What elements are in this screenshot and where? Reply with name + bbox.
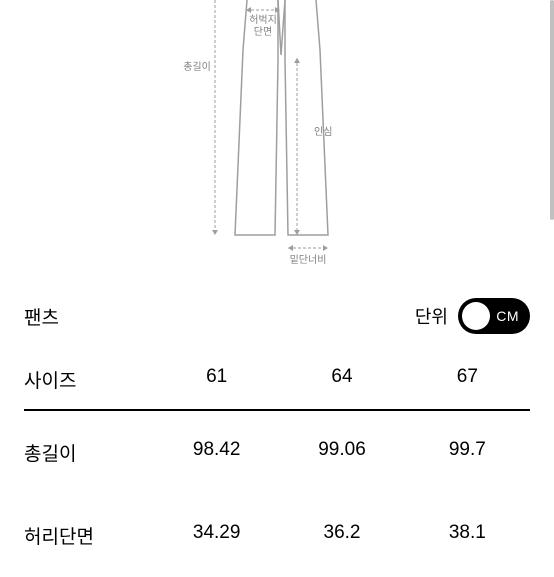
table-header-row: 사이즈 61 64 67 bbox=[24, 348, 530, 411]
unit-toggle[interactable]: CM bbox=[458, 298, 530, 334]
scrollbar[interactable] bbox=[550, 0, 554, 220]
unit-label: 단위 bbox=[415, 303, 448, 329]
svg-text:총길이: 총길이 bbox=[183, 60, 211, 73]
toggle-knob bbox=[462, 302, 490, 330]
size-col-1: 64 bbox=[279, 366, 404, 393]
table-row: 총길이 98.42 99.06 99.7 bbox=[24, 411, 530, 494]
header-label: 사이즈 bbox=[24, 366, 154, 393]
toggle-text: CM bbox=[496, 308, 519, 324]
cell: 99.7 bbox=[405, 439, 530, 466]
unit-group: 단위 CM bbox=[415, 298, 530, 334]
row-label: 총길이 bbox=[24, 439, 154, 466]
cell: 38.1 bbox=[405, 522, 530, 549]
pants-diagram: 허벅지 단면 총길이 인심 밑단너비 bbox=[0, 0, 554, 280]
svg-text:밑단너비: 밑단너비 bbox=[290, 254, 327, 266]
cell: 36.2 bbox=[279, 522, 404, 549]
svg-text:단면: 단면 bbox=[254, 26, 272, 38]
row-label: 허리단면 bbox=[24, 522, 154, 549]
category-label: 팬츠 bbox=[24, 303, 59, 330]
table-row: 허리단면 34.29 36.2 38.1 bbox=[24, 494, 530, 577]
cell: 98.42 bbox=[154, 439, 279, 466]
cell: 99.06 bbox=[279, 439, 404, 466]
svg-text:허벅지: 허벅지 bbox=[249, 14, 277, 26]
svg-text:인심: 인심 bbox=[314, 126, 332, 138]
size-col-0: 61 bbox=[154, 366, 279, 393]
size-table: 사이즈 61 64 67 총길이 98.42 99.06 99.7 허리단면 3… bbox=[0, 348, 554, 577]
size-header-row: 팬츠 단위 CM bbox=[0, 280, 554, 348]
cell: 34.29 bbox=[154, 522, 279, 549]
size-col-2: 67 bbox=[405, 366, 530, 393]
